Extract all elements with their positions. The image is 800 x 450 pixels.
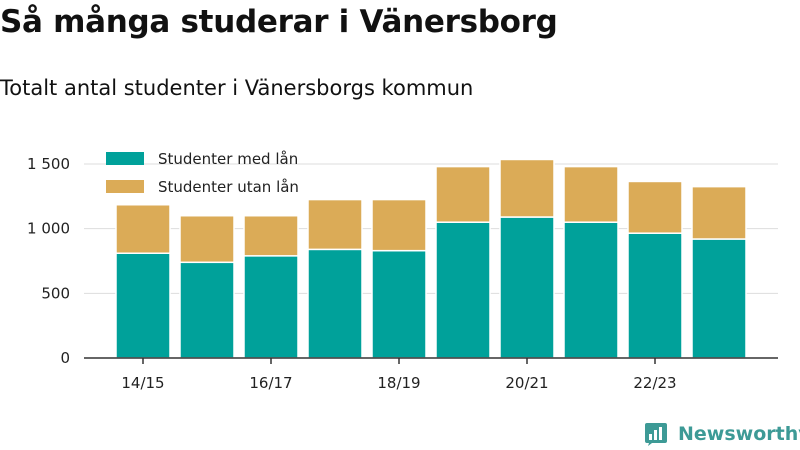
brand-name: Newsworthy bbox=[678, 423, 800, 445]
bar-segment-med-lan bbox=[435, 221, 491, 359]
bar-segment-utan-lan bbox=[371, 198, 427, 252]
y-tick-label: 1 000 bbox=[27, 220, 70, 238]
chart-subtitle: Totalt antal studenter i Vänersborgs kom… bbox=[0, 76, 474, 100]
x-axis-labels: 14/15 16/17 18/19 20/21 22/23 bbox=[121, 358, 677, 392]
y-tick-label: 500 bbox=[41, 284, 70, 302]
legend: Studenter med lån Studenter utan lån bbox=[106, 150, 299, 196]
bar-segment-utan-lan bbox=[243, 214, 299, 257]
bar-segment-med-lan bbox=[179, 261, 235, 359]
newsworthy-logo: Newsworthy bbox=[644, 420, 800, 448]
bar-segment-med-lan bbox=[563, 221, 619, 359]
bar-segment-med-lan bbox=[115, 252, 171, 359]
legend-swatch-studenter-med-lan bbox=[106, 152, 144, 165]
bar-segment-med-lan bbox=[243, 255, 299, 359]
bar-segment-med-lan bbox=[499, 216, 555, 359]
y-tick-label: 1 500 bbox=[27, 155, 70, 173]
bar-segment-utan-lan bbox=[499, 158, 555, 218]
x-tick-label: 14/15 bbox=[121, 374, 164, 392]
bar-segment-utan-lan bbox=[115, 203, 171, 254]
chart-title: Så många studerar i Vänersborg bbox=[0, 4, 558, 40]
bar-segment-med-lan bbox=[627, 232, 683, 359]
bar-segment-utan-lan bbox=[179, 214, 235, 264]
x-tick-label: 22/23 bbox=[633, 374, 676, 392]
x-tick-label: 16/17 bbox=[249, 374, 292, 392]
legend-label-studenter-med-lan: Studenter med lån bbox=[158, 150, 298, 168]
bar-segment-med-lan bbox=[307, 248, 363, 359]
bar-segment-utan-lan bbox=[307, 198, 363, 251]
bar-segment-utan-lan bbox=[435, 165, 491, 223]
legend-label-studenter-utan-lan: Studenter utan lån bbox=[158, 178, 299, 196]
bar-segment-utan-lan bbox=[627, 180, 683, 234]
bar-segment-med-lan bbox=[691, 238, 747, 359]
legend-swatch-studenter-utan-lan bbox=[106, 180, 144, 193]
bar-segment-med-lan bbox=[371, 249, 427, 359]
y-axis-labels: 0 500 1 000 1 500 bbox=[27, 155, 70, 367]
bar-segment-utan-lan bbox=[691, 185, 747, 240]
x-tick-label: 18/19 bbox=[377, 374, 420, 392]
y-tick-label: 0 bbox=[60, 349, 70, 367]
bars bbox=[115, 158, 747, 359]
bar-segment-utan-lan bbox=[563, 165, 619, 223]
x-tick-label: 20/21 bbox=[505, 374, 548, 392]
bar-chart-logo-icon bbox=[645, 423, 667, 446]
